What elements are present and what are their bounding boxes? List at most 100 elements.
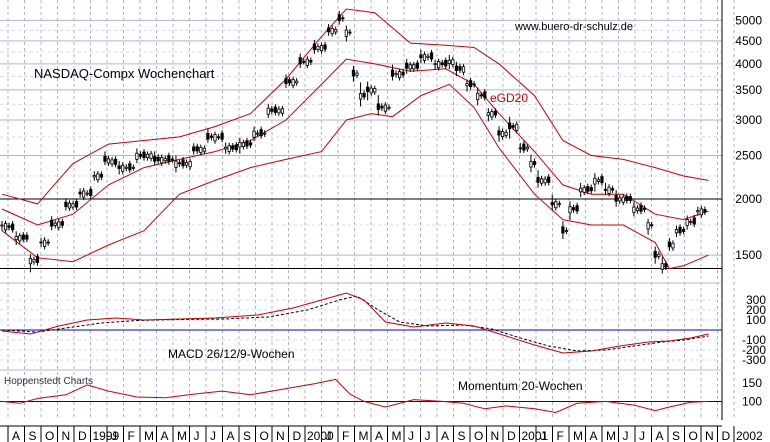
candle-body bbox=[188, 161, 192, 168]
candle-body bbox=[579, 187, 583, 193]
candle-body bbox=[642, 207, 647, 210]
candle-body bbox=[57, 221, 61, 228]
candle-body bbox=[625, 195, 629, 202]
candle-body bbox=[21, 234, 25, 240]
candle-body bbox=[426, 55, 430, 58]
candle-body bbox=[394, 72, 398, 76]
candle-body bbox=[671, 242, 675, 249]
candle-body bbox=[273, 106, 277, 113]
x-tick-label: M bbox=[392, 429, 402, 442]
x-tick-label: F bbox=[557, 429, 564, 442]
candle-body bbox=[508, 122, 512, 130]
x-tick-label: N bbox=[62, 429, 71, 442]
candle-body bbox=[248, 142, 253, 146]
x-tick-label: F bbox=[128, 429, 135, 442]
candle-body bbox=[199, 147, 203, 153]
candle-body bbox=[483, 91, 487, 99]
y-tick-label: 1500 bbox=[735, 248, 762, 262]
candle-body bbox=[373, 88, 377, 93]
candle-body bbox=[635, 207, 640, 212]
candle-body bbox=[437, 61, 441, 69]
candle-body bbox=[209, 135, 214, 138]
candle-body bbox=[43, 239, 47, 247]
momentum-tick-label: 100 bbox=[742, 394, 762, 408]
x-tick-label: D bbox=[722, 429, 731, 442]
candle-body bbox=[547, 176, 551, 183]
candle-body bbox=[362, 92, 366, 98]
candle-body bbox=[536, 176, 540, 183]
candle-body bbox=[696, 210, 700, 213]
candle-body bbox=[660, 263, 664, 270]
candle-body bbox=[611, 188, 615, 191]
candle-body bbox=[167, 155, 171, 163]
candle-body bbox=[621, 196, 625, 203]
candle-body bbox=[429, 52, 434, 60]
candle-body bbox=[153, 156, 157, 162]
candle-body bbox=[344, 29, 348, 37]
candle-body bbox=[440, 62, 444, 65]
candle-body bbox=[348, 31, 352, 34]
x-tick-label: O bbox=[689, 429, 698, 442]
candle-body bbox=[387, 106, 391, 109]
candle-body bbox=[355, 72, 359, 76]
x-tick-label: A bbox=[227, 429, 235, 442]
candle-body bbox=[92, 175, 96, 178]
candle-body bbox=[184, 162, 189, 166]
x-tick-label: D bbox=[507, 429, 516, 442]
candle-body bbox=[234, 144, 238, 151]
x-tick-label: M bbox=[177, 429, 187, 442]
candle-body bbox=[653, 250, 657, 258]
candle-body bbox=[145, 153, 150, 159]
candle-body bbox=[35, 256, 40, 264]
candle-body bbox=[128, 163, 132, 171]
x-tick-label: S bbox=[243, 429, 251, 442]
x-tick-label: N bbox=[705, 429, 714, 442]
candle-body bbox=[330, 27, 334, 35]
candle-body bbox=[412, 64, 416, 70]
candle-body bbox=[557, 203, 561, 206]
candle-body bbox=[295, 80, 299, 84]
y-tick-label: 4500 bbox=[735, 34, 762, 48]
candle-body bbox=[575, 205, 579, 212]
candle-body bbox=[518, 147, 522, 150]
candle-body bbox=[18, 235, 22, 242]
y-tick-label: 3500 bbox=[735, 83, 762, 97]
candle-body bbox=[447, 59, 451, 64]
candle-body bbox=[571, 207, 576, 211]
candle-body bbox=[46, 241, 50, 244]
candle-body bbox=[103, 155, 107, 162]
candle-body bbox=[699, 208, 703, 216]
x-tick-label: 2002 bbox=[736, 429, 763, 442]
candle-body bbox=[298, 57, 302, 65]
candle-body bbox=[415, 62, 419, 69]
candle-body bbox=[71, 203, 75, 208]
candle-body bbox=[500, 131, 505, 137]
x-tick-label: M bbox=[144, 429, 154, 442]
candle-body bbox=[89, 189, 93, 196]
x-tick-label: J bbox=[408, 429, 414, 442]
candle-body bbox=[401, 71, 405, 76]
candle-body bbox=[28, 257, 33, 265]
candle-body bbox=[67, 202, 72, 209]
candle-body bbox=[646, 222, 650, 230]
x-tick-label: A bbox=[12, 429, 20, 442]
candle-body bbox=[85, 192, 89, 195]
candle-body bbox=[476, 92, 480, 100]
candle-body bbox=[270, 108, 274, 112]
candle-body bbox=[586, 186, 590, 192]
candle-body bbox=[195, 146, 199, 152]
candle-body bbox=[224, 146, 228, 150]
x-tick-label: M bbox=[359, 429, 369, 442]
candle-body bbox=[252, 130, 256, 138]
candle-body bbox=[614, 194, 618, 202]
candle-body bbox=[564, 230, 569, 232]
candle-body bbox=[472, 83, 476, 86]
candle-body bbox=[78, 191, 82, 195]
candle-body bbox=[259, 129, 263, 137]
candle-body bbox=[316, 45, 320, 50]
candle-body bbox=[160, 156, 164, 164]
x-tick-label: A bbox=[656, 429, 664, 442]
candle-body bbox=[14, 236, 18, 241]
candle-body bbox=[351, 69, 356, 77]
candle-body bbox=[461, 66, 466, 73]
